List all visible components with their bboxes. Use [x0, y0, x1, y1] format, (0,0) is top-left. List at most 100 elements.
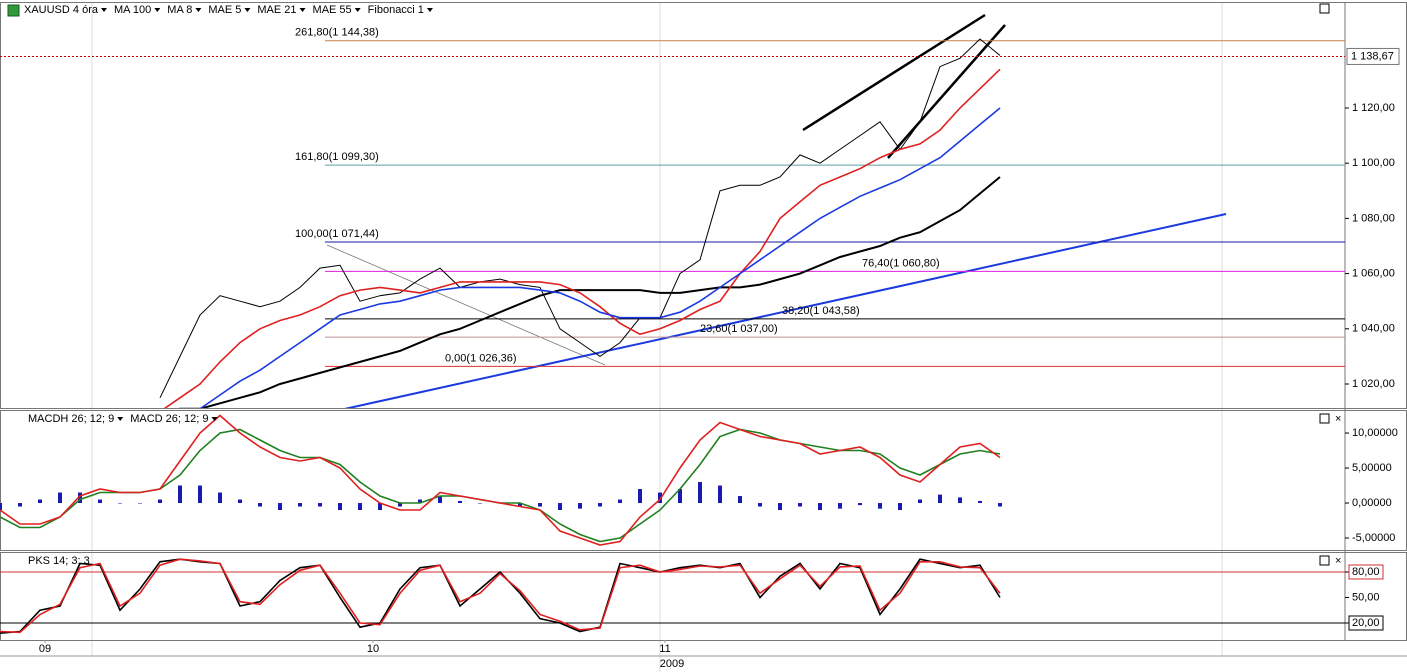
histogram-bar [918, 499, 922, 504]
legend-entry: XAUUSD 4 óra [24, 4, 99, 16]
series-line [163, 68, 1001, 408]
histogram-bar [338, 503, 342, 511]
histogram-bar [658, 492, 662, 504]
last-price-box [1346, 47, 1400, 65]
x-tick-label: 09 [39, 643, 51, 655]
y-tick-label: 5,00000 [1352, 462, 1392, 474]
histogram-bar [518, 503, 522, 507]
level-label: 38,20(1 043,58) [782, 305, 860, 317]
histogram-bar [278, 503, 282, 511]
y-tick-label: 1 120,00 [1352, 102, 1395, 114]
histogram-bar [998, 503, 1002, 507]
histogram-bar [58, 492, 62, 504]
histogram-bar [378, 503, 382, 511]
legend-entry: MACDH 26; 12; 9 [28, 413, 114, 425]
histogram-bar [698, 482, 702, 504]
level-label: 261,80(1 144,38) [295, 27, 379, 39]
level-label: 0,00(1 026,36) [445, 352, 517, 364]
histogram-bar [358, 503, 362, 511]
histogram-bar [18, 503, 22, 507]
legend-entry: MAE 21 [257, 4, 296, 16]
year-label: 2009 [660, 658, 684, 670]
series-line [199, 107, 1001, 408]
histogram-bar [98, 499, 102, 504]
series-line [0, 414, 1001, 546]
histogram-bar [238, 499, 242, 504]
histogram-bar [898, 503, 902, 511]
histogram-bar [0, 503, 2, 511]
histogram-bar [878, 503, 882, 509]
dropdown-arrow [354, 8, 361, 12]
histogram-bar [138, 503, 142, 504]
dropdown-arrow [117, 417, 124, 421]
y-tick-label: 1 060,00 [1352, 267, 1395, 279]
histogram-bar [398, 503, 402, 507]
series-line [178, 176, 1001, 408]
symbol-icon[interactable] [7, 4, 20, 17]
histogram-bar [738, 496, 742, 504]
histogram-bar [978, 500, 982, 504]
plot-area [0, 558, 1345, 634]
histogram-bar [758, 503, 762, 507]
plot-area [0, 414, 1002, 546]
y-tick-label: 1 020,00 [1352, 378, 1395, 390]
series-line [0, 558, 1001, 634]
histogram-bar [198, 485, 202, 504]
histogram-bar [318, 503, 322, 507]
level-label: 76,40(1 060,80) [862, 257, 940, 269]
level-label: 23,60(1 037,00) [700, 323, 778, 335]
y-tick-label: 1 100,00 [1352, 157, 1395, 169]
histogram-bar [858, 503, 862, 506]
close-button[interactable]: × [1335, 413, 1341, 425]
histogram-bar [718, 485, 722, 504]
histogram-bar [118, 503, 122, 504]
plot-area [159, 38, 1345, 408]
legend-entry: Fibonacci 1 [368, 4, 424, 16]
y-tick-label: 20,00 [1352, 617, 1380, 629]
histogram-bar [938, 494, 942, 504]
histogram-bar [158, 499, 162, 504]
histogram-bar [958, 497, 962, 504]
histogram-bar [438, 496, 442, 504]
legend-entry: MAE 55 [313, 4, 352, 16]
close-button[interactable]: × [1335, 555, 1341, 567]
histogram-bar [538, 503, 542, 507]
dropdown-arrow [244, 8, 251, 12]
histogram-bar [418, 499, 422, 504]
maximize-button[interactable] [1319, 555, 1330, 566]
histogram-bar [478, 503, 482, 504]
legend-entry: MACD 26; 12; 9 [130, 413, 208, 425]
histogram-bar [778, 503, 782, 511]
dropdown-arrow [426, 8, 433, 12]
y-tick-label: 80,00 [1352, 566, 1380, 578]
histogram-bar [78, 492, 82, 504]
histogram-bar [798, 503, 802, 507]
dropdown-arrow [100, 8, 107, 12]
y-tick-label: 1 080,00 [1352, 212, 1395, 224]
histogram-bar [38, 499, 42, 504]
maximize-button[interactable] [1319, 413, 1330, 424]
x-tick-label: 10 [367, 643, 379, 655]
dropdown-arrow [195, 8, 202, 12]
tick-box [1348, 615, 1384, 631]
maximize-button[interactable] [1319, 3, 1330, 14]
histogram-bar [218, 492, 222, 504]
series-line [159, 38, 1001, 399]
y-tick-label: 1 040,00 [1352, 323, 1395, 335]
histogram-bar [818, 503, 822, 511]
histogram-bar [838, 503, 842, 509]
legend-entry: PKS 14; 3; 3 [28, 555, 90, 567]
histogram-bar [458, 500, 462, 504]
histogram-bar [558, 503, 562, 511]
legend-entry: MA 100 [114, 4, 151, 16]
y-tick-label: 50,00 [1352, 591, 1380, 603]
x-tick-label: 11 [659, 643, 670, 655]
y-tick-label: -5,00000 [1352, 532, 1395, 544]
legend-entry: MA 8 [167, 4, 192, 16]
histogram-bar [298, 503, 302, 507]
last-price-label: 1 138,67 [1351, 50, 1394, 62]
y-tick-label: 10,00000 [1352, 427, 1398, 439]
